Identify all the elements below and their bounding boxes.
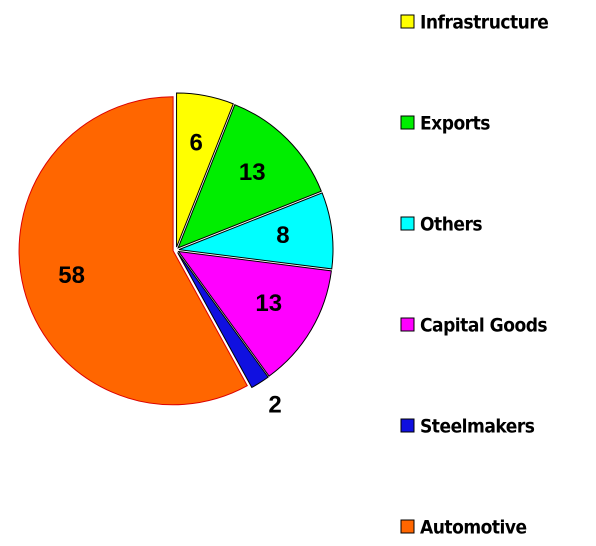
pie-slice: [178, 192, 334, 270]
pie-slice: [177, 250, 332, 377]
legend-label: Infrastructure: [420, 12, 548, 34]
data-label: 58: [58, 262, 85, 289]
legend-label: Automotive: [420, 517, 527, 539]
pie-slice: [176, 92, 234, 248]
legend-swatch: [400, 418, 415, 433]
legend-swatch: [400, 519, 415, 534]
legend-swatch: [400, 14, 415, 29]
legend-label: Exports: [420, 113, 490, 135]
legend-swatch: [400, 216, 415, 231]
legend-swatch: [400, 317, 415, 332]
legend-swatch: [400, 115, 415, 130]
pie-slice: [177, 252, 269, 389]
pie-slice: [18, 96, 248, 406]
data-label: 13: [255, 290, 282, 317]
data-label: 2: [268, 391, 281, 418]
data-label: 8: [276, 222, 289, 249]
data-label: 6: [190, 129, 203, 156]
legend-label: Others: [420, 214, 482, 236]
pie-slice: [177, 104, 322, 249]
data-label: 13: [239, 159, 266, 186]
legend-label: Capital Goods: [420, 315, 547, 337]
legend-label: Steelmakers: [420, 416, 535, 438]
